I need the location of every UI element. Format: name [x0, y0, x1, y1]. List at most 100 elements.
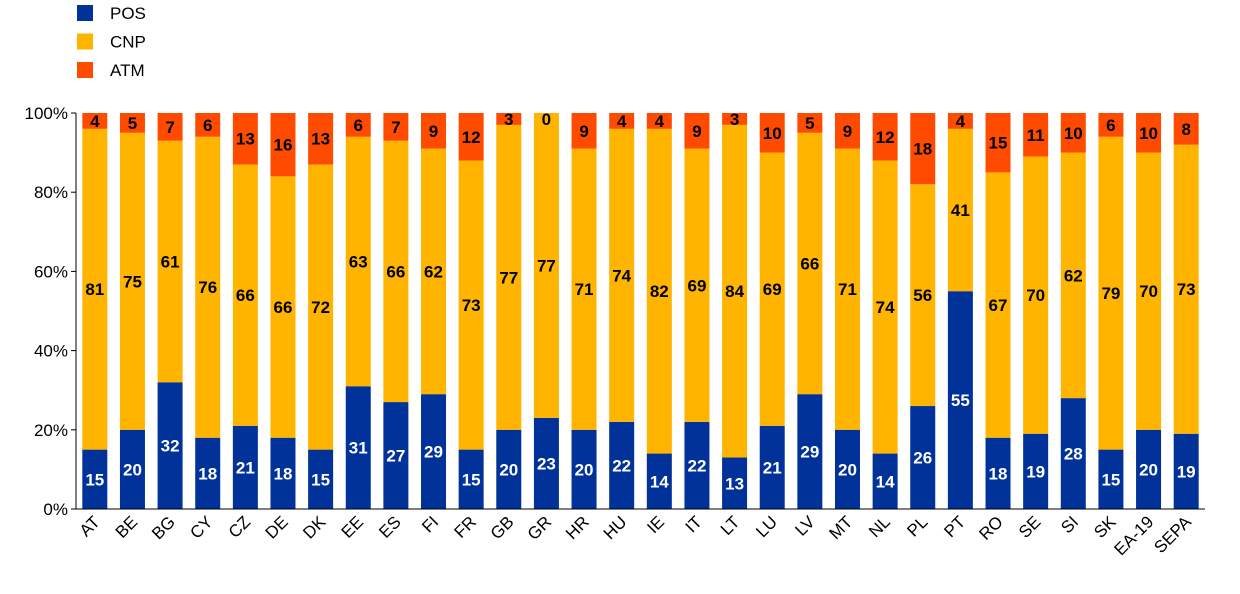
bar-pos-pt — [947, 291, 973, 509]
data-label-cnp: 82 — [650, 282, 669, 301]
bar-pos-ee — [345, 386, 371, 509]
data-label-atm: 6 — [1106, 116, 1115, 135]
data-label-cnp: 66 — [274, 298, 293, 317]
data-label-cnp: 56 — [913, 286, 932, 305]
bar-pos-nl — [872, 453, 898, 509]
data-label-pos: 18 — [274, 464, 293, 483]
x-tick-label: FR — [451, 512, 480, 541]
bar-pos-se — [1023, 433, 1049, 509]
bar-cnp-ea-19 — [1136, 152, 1162, 430]
bar-cnp-fi — [421, 148, 447, 395]
bar-atm-sk — [1098, 113, 1124, 137]
bar-atm-ie — [646, 113, 672, 129]
bar-atm-it — [684, 113, 710, 149]
bar-atm-se — [1023, 113, 1049, 157]
data-label-cnp: 66 — [800, 254, 819, 273]
data-label-atm: 6 — [203, 116, 212, 135]
data-label-cnp: 73 — [462, 296, 481, 315]
bar-group-nl: 14 74 12 — [872, 113, 898, 509]
bar-group-si: 28 62 10 — [1060, 113, 1086, 509]
bar-atm-cz — [232, 113, 258, 165]
bar-cnp-cy — [195, 136, 221, 438]
data-label-atm: 16 — [274, 136, 293, 155]
y-tick-label: 40% — [34, 342, 68, 361]
bar-group-bg: 32 61 7 — [157, 113, 183, 509]
bar-group-gb: 20 77 3 — [496, 110, 522, 509]
y-tick-label: 0% — [43, 500, 68, 519]
bar-cnp-pt — [947, 128, 973, 292]
data-label-atm: 0 — [542, 110, 551, 129]
legend: POS CNP ATM — [77, 4, 146, 80]
bar-pos-ro — [985, 437, 1011, 509]
bar-atm-lt — [722, 113, 748, 125]
bar-cnp-dk — [308, 164, 334, 450]
data-label-cnp: 71 — [575, 280, 594, 299]
data-label-cnp: 66 — [386, 262, 405, 281]
bar-cnp-sepa — [1173, 144, 1199, 434]
bar-group-sk: 15 79 6 — [1098, 113, 1124, 509]
bar-group-be: 20 75 5 — [119, 113, 145, 509]
data-label-cnp: 61 — [161, 253, 180, 272]
bar-pos-de — [270, 437, 296, 509]
x-tick-label: LV — [791, 512, 819, 540]
data-label-pos: 20 — [499, 460, 518, 479]
data-label-pos: 29 — [800, 443, 819, 462]
bar-atm-ro — [985, 113, 1011, 173]
bar-atm-si — [1060, 113, 1086, 153]
x-tick-label: EA-19 — [1111, 512, 1158, 559]
bar-atm-lv — [797, 113, 823, 133]
data-label-cnp: 66 — [236, 286, 255, 305]
bar-cnp-pl — [910, 184, 936, 407]
y-tick-label: 100% — [25, 104, 68, 123]
data-label-atm: 15 — [989, 134, 1008, 153]
y-tick-label: 80% — [34, 183, 68, 202]
bar-cnp-hu — [609, 128, 635, 422]
bar-atm-cy — [195, 113, 221, 137]
data-label-pos: 19 — [1177, 462, 1196, 481]
data-label-cnp: 71 — [838, 280, 857, 299]
data-label-atm: 10 — [1139, 124, 1158, 143]
data-label-atm: 11 — [1027, 126, 1045, 145]
x-tick-label: FI — [418, 512, 442, 536]
x-tick-label: HU — [600, 512, 631, 543]
bar-cnp-be — [119, 132, 145, 430]
data-label-pos: 22 — [687, 456, 706, 475]
bar-pos-sepa — [1173, 433, 1199, 509]
x-tick-label: AT — [76, 512, 104, 540]
data-label-pos: 20 — [1139, 460, 1158, 479]
x-tick-label: LT — [717, 512, 744, 539]
bar-atm-hu — [609, 113, 635, 129]
data-label-pos: 18 — [989, 464, 1008, 483]
x-tick-label: DK — [299, 512, 330, 543]
bar-cnp-cz — [232, 164, 258, 426]
bar-pos-pl — [910, 406, 936, 509]
bar-cnp-ie — [646, 128, 672, 454]
bar-pos-fr — [458, 449, 484, 509]
bar-pos-fi — [421, 394, 447, 509]
data-label-cnp: 74 — [612, 266, 631, 285]
data-label-atm: 9 — [429, 122, 438, 141]
bar-cnp-lv — [797, 132, 823, 395]
bar-pos-gb — [496, 429, 522, 509]
data-label-cnp: 77 — [499, 268, 518, 287]
data-label-atm: 13 — [311, 130, 330, 149]
bar-group-es: 27 66 7 — [383, 113, 409, 509]
bar-atm-lu — [759, 113, 785, 153]
bar-group-hr: 20 71 9 — [571, 113, 597, 509]
y-tick-label: 60% — [34, 262, 68, 281]
data-label-atm: 18 — [913, 140, 932, 159]
data-label-pos: 15 — [1101, 470, 1120, 489]
legend-swatch-atm — [77, 62, 93, 78]
data-label-pos: 55 — [951, 391, 970, 410]
bar-group-lu: 21 69 10 — [759, 113, 785, 509]
bar-atm-pl — [910, 113, 936, 185]
data-label-pos: 15 — [462, 470, 481, 489]
data-label-cnp: 70 — [1139, 282, 1158, 301]
x-tick-label: PT — [940, 512, 969, 541]
data-label-pos: 21 — [236, 458, 255, 477]
bar-cnp-mt — [834, 148, 860, 430]
bar-group-fi: 29 62 9 — [421, 113, 447, 509]
data-label-cnp: 70 — [1026, 286, 1045, 305]
bar-group-pt: 55 41 4 — [947, 112, 973, 509]
data-label-cnp: 69 — [763, 280, 782, 299]
